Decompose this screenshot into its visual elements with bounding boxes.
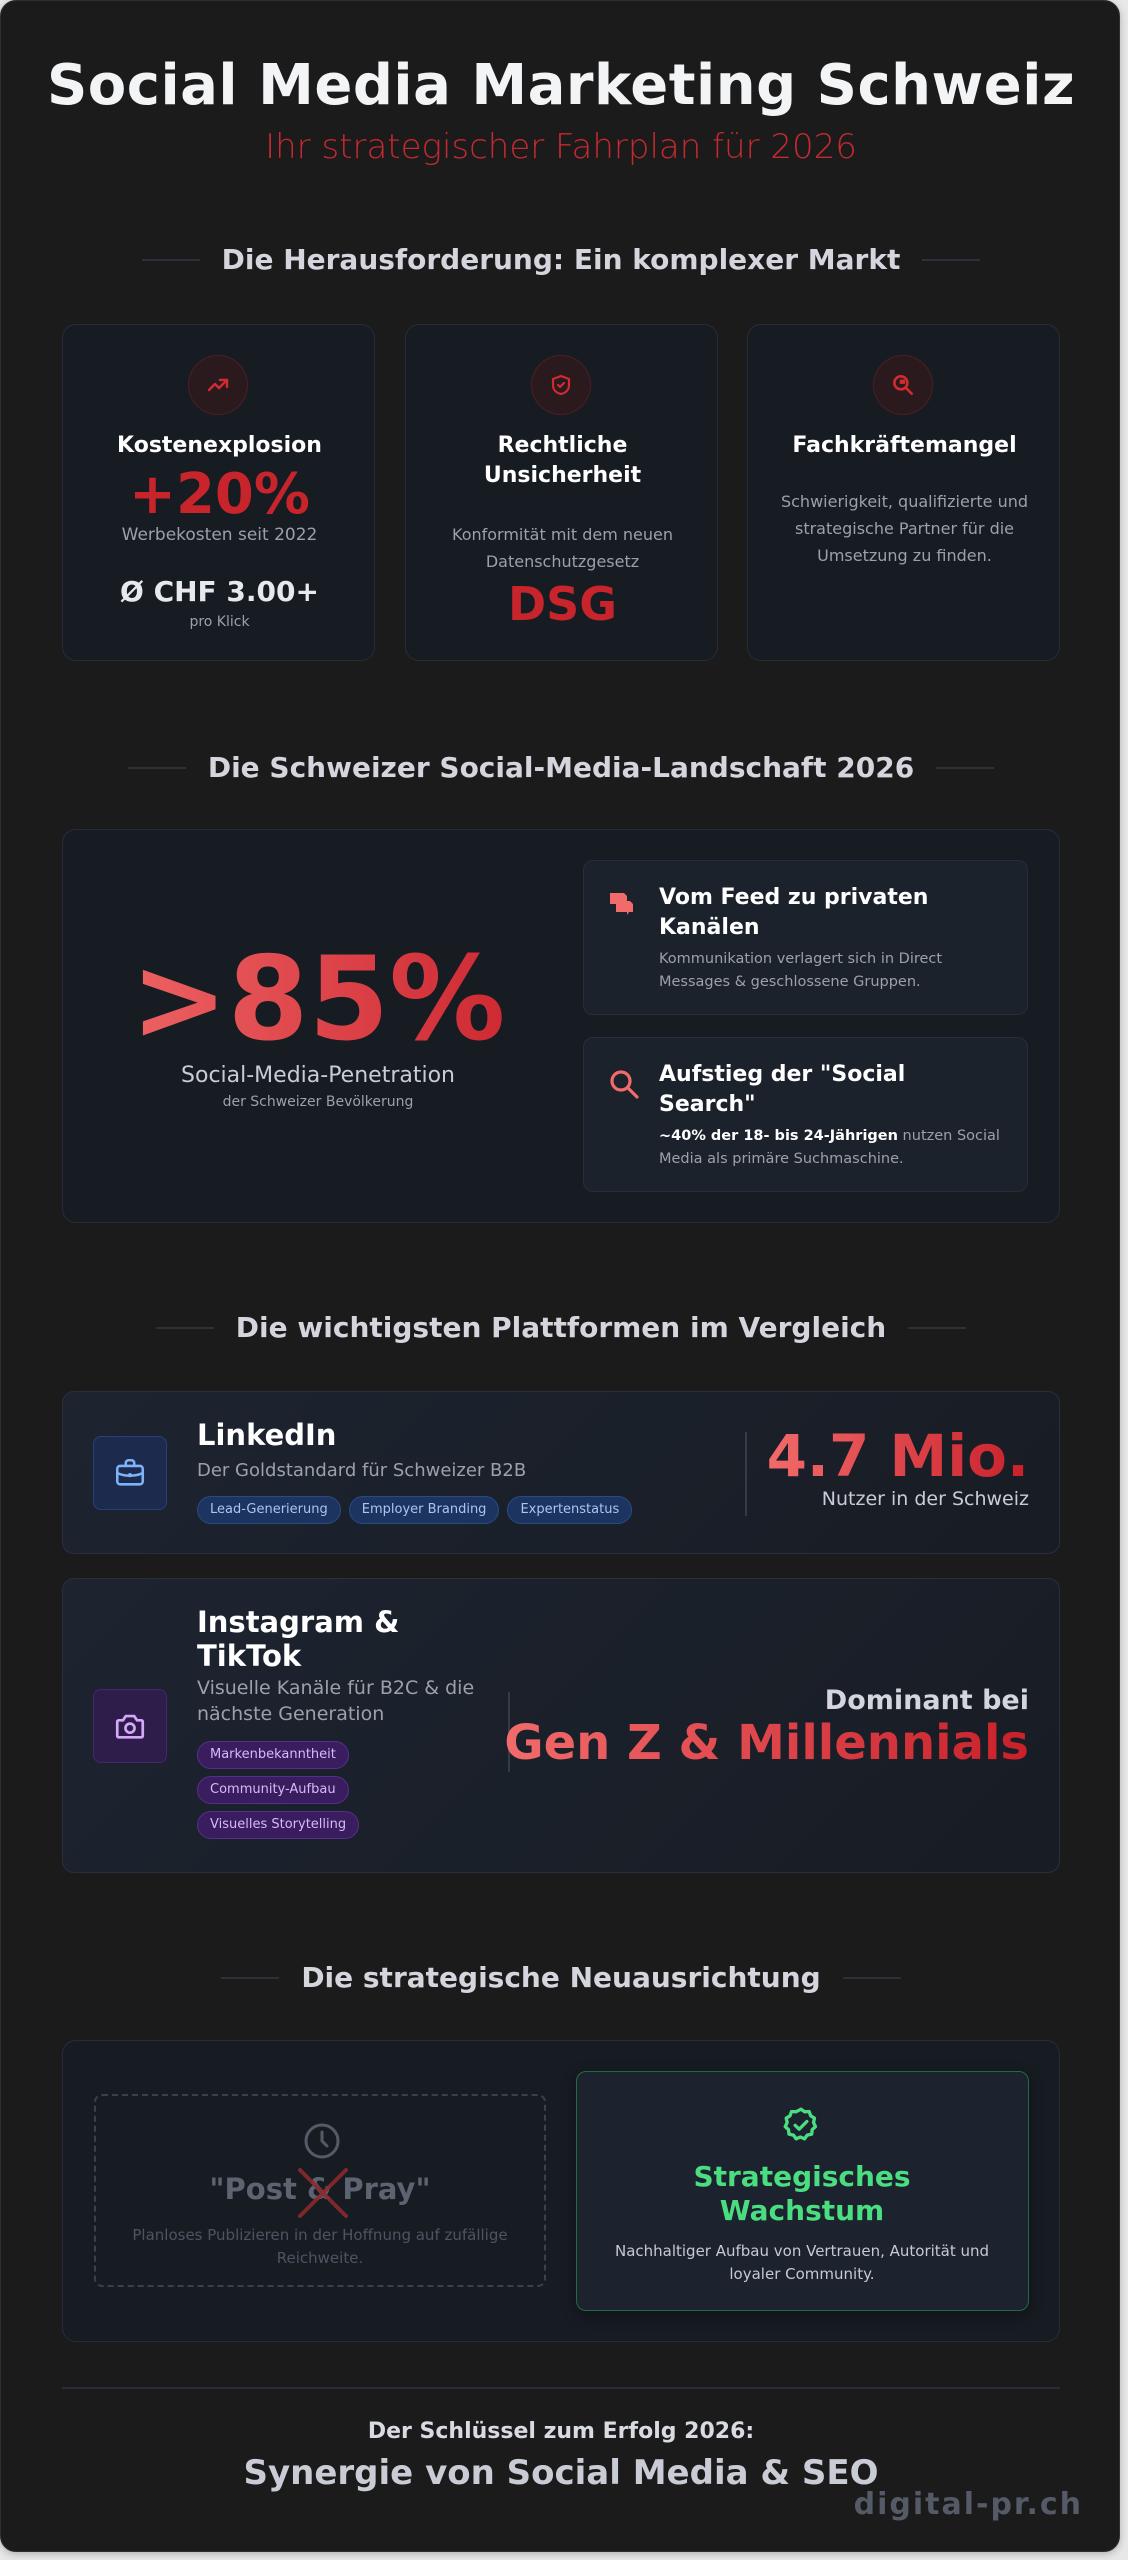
footer-lead: Der Schlüssel zum Erfolg 2026:	[367, 2419, 755, 2444]
heading-rule	[127, 766, 186, 769]
platform-tags: Lead-Generierung Employer Branding Exper…	[197, 1496, 633, 1524]
platform-name: LinkedIn	[197, 1418, 337, 1452]
tag: Lead-Generierung	[197, 1496, 341, 1524]
shield-check-icon	[531, 355, 591, 415]
challenge-card-talent: Fachkräftemangel Schwierigkeit, qualifiz…	[747, 324, 1060, 661]
strategy-panel: "Post & Pray" Planloses Publizieren in d…	[62, 2040, 1060, 2342]
heading-rule	[141, 258, 200, 261]
camera-icon	[93, 1689, 167, 1763]
card-title-line1: Rechtliche	[497, 433, 628, 458]
card-title-line2: Unsicherheit	[483, 463, 642, 488]
page-subtitle: Ihr strategischer Fahrplan für 2026	[265, 127, 857, 167]
platform-card-linkedin: LinkedIn Der Goldstandard für Schweizer …	[62, 1391, 1060, 1554]
tag: Community-Aufbau	[197, 1776, 349, 1804]
tag: Expertenstatus	[507, 1496, 633, 1524]
card-text: Schwierigkeit, qualifizierte und strateg…	[780, 492, 1029, 565]
tag: Markenbekanntheit	[197, 1741, 349, 1769]
cpc-caption: pro Klick	[189, 614, 250, 630]
cost-increase-caption: Werbekosten seit 2022	[121, 525, 318, 545]
new-approach-text: Nachhaltiger Aufbau von Vertrauen, Autor…	[614, 2242, 990, 2283]
cost-increase-value: +20%	[129, 462, 310, 527]
card-title: Rechtliche Unsicherheit	[406, 431, 719, 491]
section-heading-landscape: Die Schweizer Social-Media-Landschaft 20…	[1, 751, 1121, 784]
section-heading-challenge: Die Herausforderung: Ein komplexer Markt	[1, 243, 1121, 276]
challenge-card-legal: Rechtliche Unsicherheit Konformität mit …	[405, 324, 718, 661]
challenge-card-costs: Kostenexplosion +20% Werbekosten seit 20…	[62, 324, 375, 661]
search-person-icon	[873, 355, 933, 415]
search-icon	[608, 1068, 640, 1104]
cross-out-icon	[296, 2166, 350, 2224]
penetration-sublabel: der Schweizer Bevölkerung	[222, 1094, 414, 1110]
page-title: Social Media Marketing Schweiz	[46, 53, 1076, 118]
trend-text: ~40% der 18- bis 24-Jährigen nutzen Soci…	[659, 1125, 1009, 1171]
heading-rule	[842, 1976, 901, 1979]
card-text: Konformität mit dem neuen Datenschutzges…	[452, 525, 673, 571]
brand-watermark: digital-pr.ch	[853, 2487, 1083, 2522]
section-heading-strategy: Die strategische Neuausrichtung	[1, 1961, 1121, 1994]
penetration-value: >85%	[63, 935, 573, 1065]
heading-rule	[922, 258, 981, 261]
dominant-audience: Gen Z & Millennials	[504, 1715, 1029, 1771]
platform-name: Instagram & TikTok	[197, 1605, 400, 1673]
new-approach-title-line1: Strategisches	[693, 2160, 911, 2193]
section-heading-text: Die Schweizer Social-Media-Landschaft 20…	[207, 751, 915, 784]
tag: Visuelles Storytelling	[197, 1811, 360, 1839]
trend-text: Kommunikation verlagert sich in Direct M…	[659, 951, 943, 990]
landscape-panel: >85% Social-Media-Penetration der Schwei…	[62, 829, 1060, 1223]
heading-rule	[936, 766, 995, 769]
old-approach-card: "Post & Pray" Planloses Publizieren in d…	[94, 2094, 546, 2287]
trend-text-rest: nutzen Social Media als primäre Suchmasc…	[659, 1128, 1000, 1167]
badge-check-icon	[781, 2105, 821, 2149]
trend-card-private-channels: Vom Feed zu privaten Kanälen Kommunikati…	[583, 860, 1028, 1015]
section-heading-platforms: Die wichtigsten Plattformen im Vergleich	[1, 1311, 1121, 1344]
chat-bubbles-icon	[608, 891, 638, 927]
trend-title: Aufstieg der "Social Search"	[659, 1062, 906, 1117]
new-approach-title-line2: Wachstum	[719, 2194, 885, 2227]
card-title: Fachkräftemangel	[792, 433, 1017, 458]
briefcase-icon	[93, 1436, 167, 1510]
trend-card-social-search: Aufstieg der "Social Search" ~40% der 18…	[583, 1037, 1028, 1192]
trend-text-highlight: ~40% der 18- bis 24-Jährigen	[659, 1128, 898, 1144]
new-approach-card: Strategisches Wachstum Nachhaltiger Aufb…	[576, 2071, 1029, 2311]
divider	[508, 1692, 510, 1772]
heading-rule	[155, 1326, 214, 1329]
platform-card-instagram-tiktok: Instagram & TikTok Visuelle Kanäle für B…	[62, 1578, 1060, 1873]
platform-description: Visuelle Kanäle für B2C & die nächste Ge…	[197, 1677, 475, 1725]
clock-icon	[302, 2121, 342, 2165]
trending-up-icon	[188, 355, 248, 415]
section-heading-text: Die strategische Neuausrichtung	[301, 1961, 821, 1994]
linkedin-users-caption: Nutzer in der Schweiz	[821, 1488, 1029, 1510]
linkedin-users-value: 4.7 Mio.	[766, 1422, 1029, 1490]
dsg-label: DSG	[507, 577, 618, 631]
heading-rule	[908, 1326, 967, 1329]
dominant-label: Dominant bei	[824, 1685, 1029, 1716]
old-approach-text: Planloses Publizieren in der Hoffnung au…	[132, 2226, 508, 2267]
footer-divider	[62, 2387, 1060, 2389]
cpc-value: Ø CHF 3.00+	[120, 575, 319, 608]
heading-rule	[221, 1976, 280, 1979]
platform-description: Der Goldstandard für Schweizer B2B	[197, 1460, 527, 1481]
section-heading-text: Die wichtigsten Plattformen im Vergleich	[235, 1311, 887, 1344]
penetration-label: Social-Media-Penetration	[181, 1063, 455, 1088]
platform-tags: Markenbekanntheit Community-Aufbau Visue…	[197, 1741, 360, 1839]
section-heading-text: Die Herausforderung: Ein komplexer Markt	[221, 243, 901, 276]
trend-title: Vom Feed zu privaten Kanälen	[659, 885, 929, 940]
card-title: Kostenexplosion	[117, 433, 322, 458]
new-approach-title: Strategisches Wachstum	[577, 2160, 1027, 2228]
tag: Employer Branding	[348, 1496, 500, 1524]
footer-headline: Synergie von Social Media & SEO	[243, 2453, 879, 2493]
divider	[745, 1432, 747, 1516]
